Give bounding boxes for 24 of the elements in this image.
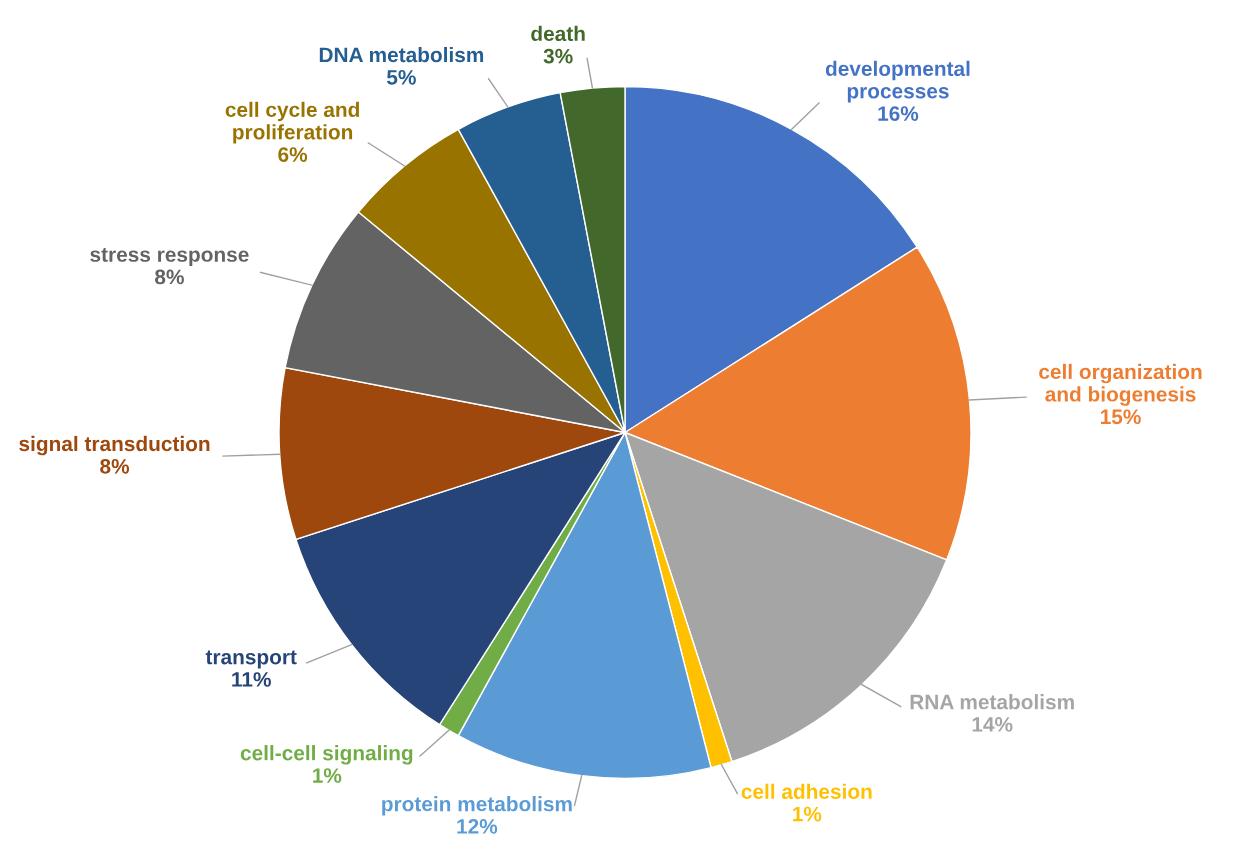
slice-label: cell adhesion bbox=[741, 783, 872, 800]
data-label: 15% bbox=[1101, 409, 1141, 425]
slice-label: signal transduction bbox=[19, 435, 210, 456]
data-label: 6% bbox=[278, 147, 308, 162]
slice-label: transport bbox=[205, 650, 297, 669]
data-label: 11% bbox=[232, 672, 271, 687]
slice-label: cell organization and biogenesis bbox=[1039, 363, 1202, 406]
data-label: 5% bbox=[386, 70, 416, 85]
data-label: 1% bbox=[313, 768, 342, 783]
data-label: 14% bbox=[972, 717, 1013, 732]
slice-label: RNA metabolism bbox=[910, 694, 1074, 710]
slice-label: DNA metabolism bbox=[319, 46, 484, 63]
slice-label: death bbox=[531, 25, 585, 42]
slice-label: developmental processes bbox=[825, 60, 970, 103]
data-label: 16% bbox=[878, 106, 919, 121]
data-label: 8% bbox=[155, 269, 184, 285]
slice-label: cell-cell signaling bbox=[240, 745, 413, 765]
data-label: 1% bbox=[793, 806, 822, 822]
data-label: 3% bbox=[543, 48, 573, 64]
slice-label: cell cycle and proliferation bbox=[225, 101, 359, 144]
data-label: 12% bbox=[457, 819, 498, 834]
data-label: 8% bbox=[100, 458, 130, 474]
slice-label: protein metabolism bbox=[382, 796, 572, 816]
slice-label: stress response bbox=[90, 248, 249, 266]
